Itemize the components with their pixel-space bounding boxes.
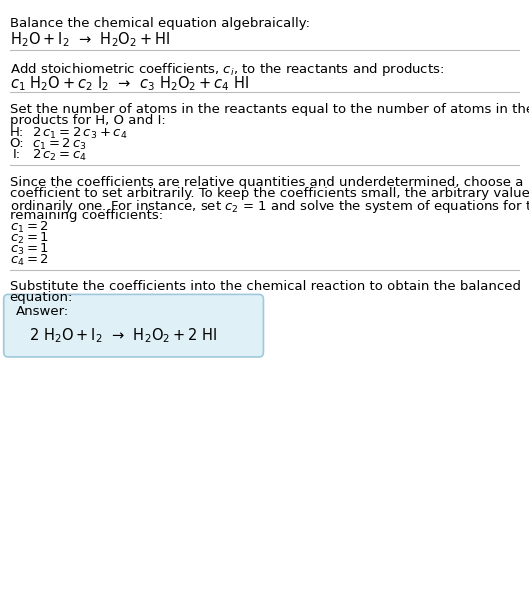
FancyBboxPatch shape	[4, 294, 263, 357]
Text: remaining coefficients:: remaining coefficients:	[10, 209, 162, 222]
Text: $c_2 = 1$: $c_2 = 1$	[10, 231, 49, 246]
Text: products for H, O and I:: products for H, O and I:	[10, 114, 165, 127]
Text: $\mathregular{H_2O + I_2}$  →  $\mathregular{H_2O_2 + HI}$: $\mathregular{H_2O + I_2}$ → $\mathregul…	[10, 30, 170, 49]
Text: Add stoichiometric coefficients, $c_i$, to the reactants and products:: Add stoichiometric coefficients, $c_i$, …	[10, 61, 444, 78]
Text: H:: H:	[10, 126, 24, 138]
Text: equation:: equation:	[10, 291, 73, 304]
Text: I:: I:	[13, 148, 21, 160]
Text: ordinarily one. For instance, set $c_2$ = 1 and solve the system of equations fo: ordinarily one. For instance, set $c_2$ …	[10, 198, 529, 215]
Text: $2\,c_2 = c_4$: $2\,c_2 = c_4$	[32, 148, 87, 163]
Text: $2\ \mathregular{H_2O} + \mathregular{I_2}$  →  $\mathregular{H_2O_2} + 2\ \math: $2\ \mathregular{H_2O} + \mathregular{I_…	[29, 327, 217, 345]
Text: $c_1 = 2\,c_3$: $c_1 = 2\,c_3$	[32, 137, 87, 152]
Text: $2\,c_1 = 2\,c_3 + c_4$: $2\,c_1 = 2\,c_3 + c_4$	[32, 126, 127, 141]
Text: $c_1 = 2$: $c_1 = 2$	[10, 220, 49, 235]
Text: $c_3 = 1$: $c_3 = 1$	[10, 242, 49, 257]
Text: Balance the chemical equation algebraically:: Balance the chemical equation algebraica…	[10, 17, 309, 30]
Text: Substitute the coefficients into the chemical reaction to obtain the balanced: Substitute the coefficients into the che…	[10, 280, 521, 293]
Text: coefficient to set arbitrarily. To keep the coefficients small, the arbitrary va: coefficient to set arbitrarily. To keep …	[10, 187, 529, 200]
Text: O:: O:	[10, 137, 24, 149]
Text: $c_1\ \mathregular{H_2O} + c_2\ \mathregular{I_2}$  →  $c_3\ \mathregular{H_2O_2: $c_1\ \mathregular{H_2O} + c_2\ \mathreg…	[10, 74, 249, 93]
Text: Since the coefficients are relative quantities and underdetermined, choose a: Since the coefficients are relative quan…	[10, 176, 523, 189]
Text: Answer:: Answer:	[16, 305, 69, 318]
Text: $c_4 = 2$: $c_4 = 2$	[10, 253, 49, 268]
Text: Set the number of atoms in the reactants equal to the number of atoms in the: Set the number of atoms in the reactants…	[10, 103, 529, 116]
